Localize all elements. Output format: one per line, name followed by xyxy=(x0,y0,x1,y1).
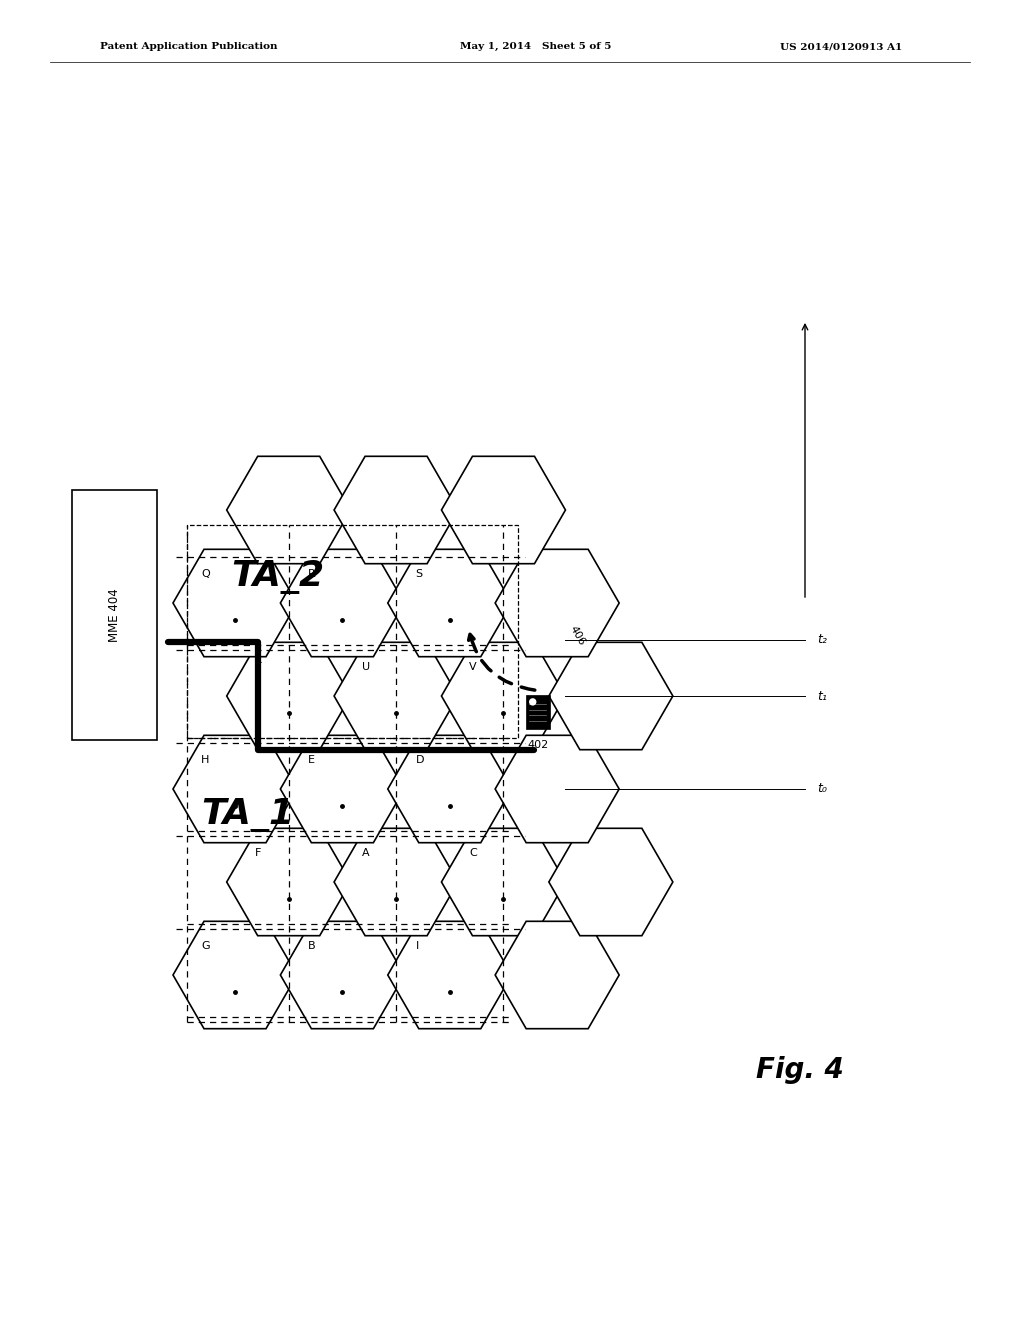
Polygon shape xyxy=(441,829,565,936)
Polygon shape xyxy=(334,829,458,936)
Text: Fig. 4: Fig. 4 xyxy=(756,1056,844,1084)
Text: I: I xyxy=(416,941,419,950)
Polygon shape xyxy=(496,921,620,1028)
Text: TA_1: TA_1 xyxy=(202,797,295,832)
Text: Q: Q xyxy=(201,569,210,579)
Polygon shape xyxy=(388,921,512,1028)
Text: Patent Application Publication: Patent Application Publication xyxy=(100,42,278,51)
Polygon shape xyxy=(226,457,350,564)
Polygon shape xyxy=(549,829,673,936)
Text: TA_2: TA_2 xyxy=(231,560,325,594)
Polygon shape xyxy=(281,549,404,656)
Circle shape xyxy=(529,698,536,705)
Polygon shape xyxy=(334,643,458,750)
Text: S: S xyxy=(416,569,423,579)
Polygon shape xyxy=(226,643,350,750)
Polygon shape xyxy=(226,829,350,936)
Polygon shape xyxy=(173,921,297,1028)
Text: MME 404: MME 404 xyxy=(108,589,121,642)
Polygon shape xyxy=(441,457,565,564)
Text: t₂: t₂ xyxy=(817,634,826,645)
Text: R: R xyxy=(308,569,316,579)
Text: F: F xyxy=(255,847,261,858)
Text: May 1, 2014   Sheet 5 of 5: May 1, 2014 Sheet 5 of 5 xyxy=(460,42,611,51)
Polygon shape xyxy=(496,735,620,842)
Text: t₁: t₁ xyxy=(817,689,826,702)
Text: D: D xyxy=(416,755,424,764)
Text: 402: 402 xyxy=(527,741,548,751)
Polygon shape xyxy=(334,457,458,564)
Polygon shape xyxy=(496,549,620,656)
Text: T: T xyxy=(255,661,261,672)
Text: H: H xyxy=(201,755,209,764)
Polygon shape xyxy=(388,735,512,842)
FancyBboxPatch shape xyxy=(72,490,157,741)
Polygon shape xyxy=(388,549,512,656)
Text: E: E xyxy=(308,755,315,764)
Text: 406: 406 xyxy=(567,624,587,647)
Text: B: B xyxy=(308,941,316,950)
Polygon shape xyxy=(173,735,297,842)
Text: US 2014/0120913 A1: US 2014/0120913 A1 xyxy=(780,42,902,51)
Polygon shape xyxy=(441,643,565,750)
Text: C: C xyxy=(469,847,477,858)
Polygon shape xyxy=(281,921,404,1028)
Polygon shape xyxy=(549,643,673,750)
Text: U: U xyxy=(361,661,370,672)
Text: A: A xyxy=(361,847,370,858)
Polygon shape xyxy=(173,549,297,656)
FancyBboxPatch shape xyxy=(525,694,550,729)
Text: G: G xyxy=(201,941,210,950)
Polygon shape xyxy=(281,735,404,842)
Text: V: V xyxy=(469,661,477,672)
Text: t₀: t₀ xyxy=(817,783,826,796)
